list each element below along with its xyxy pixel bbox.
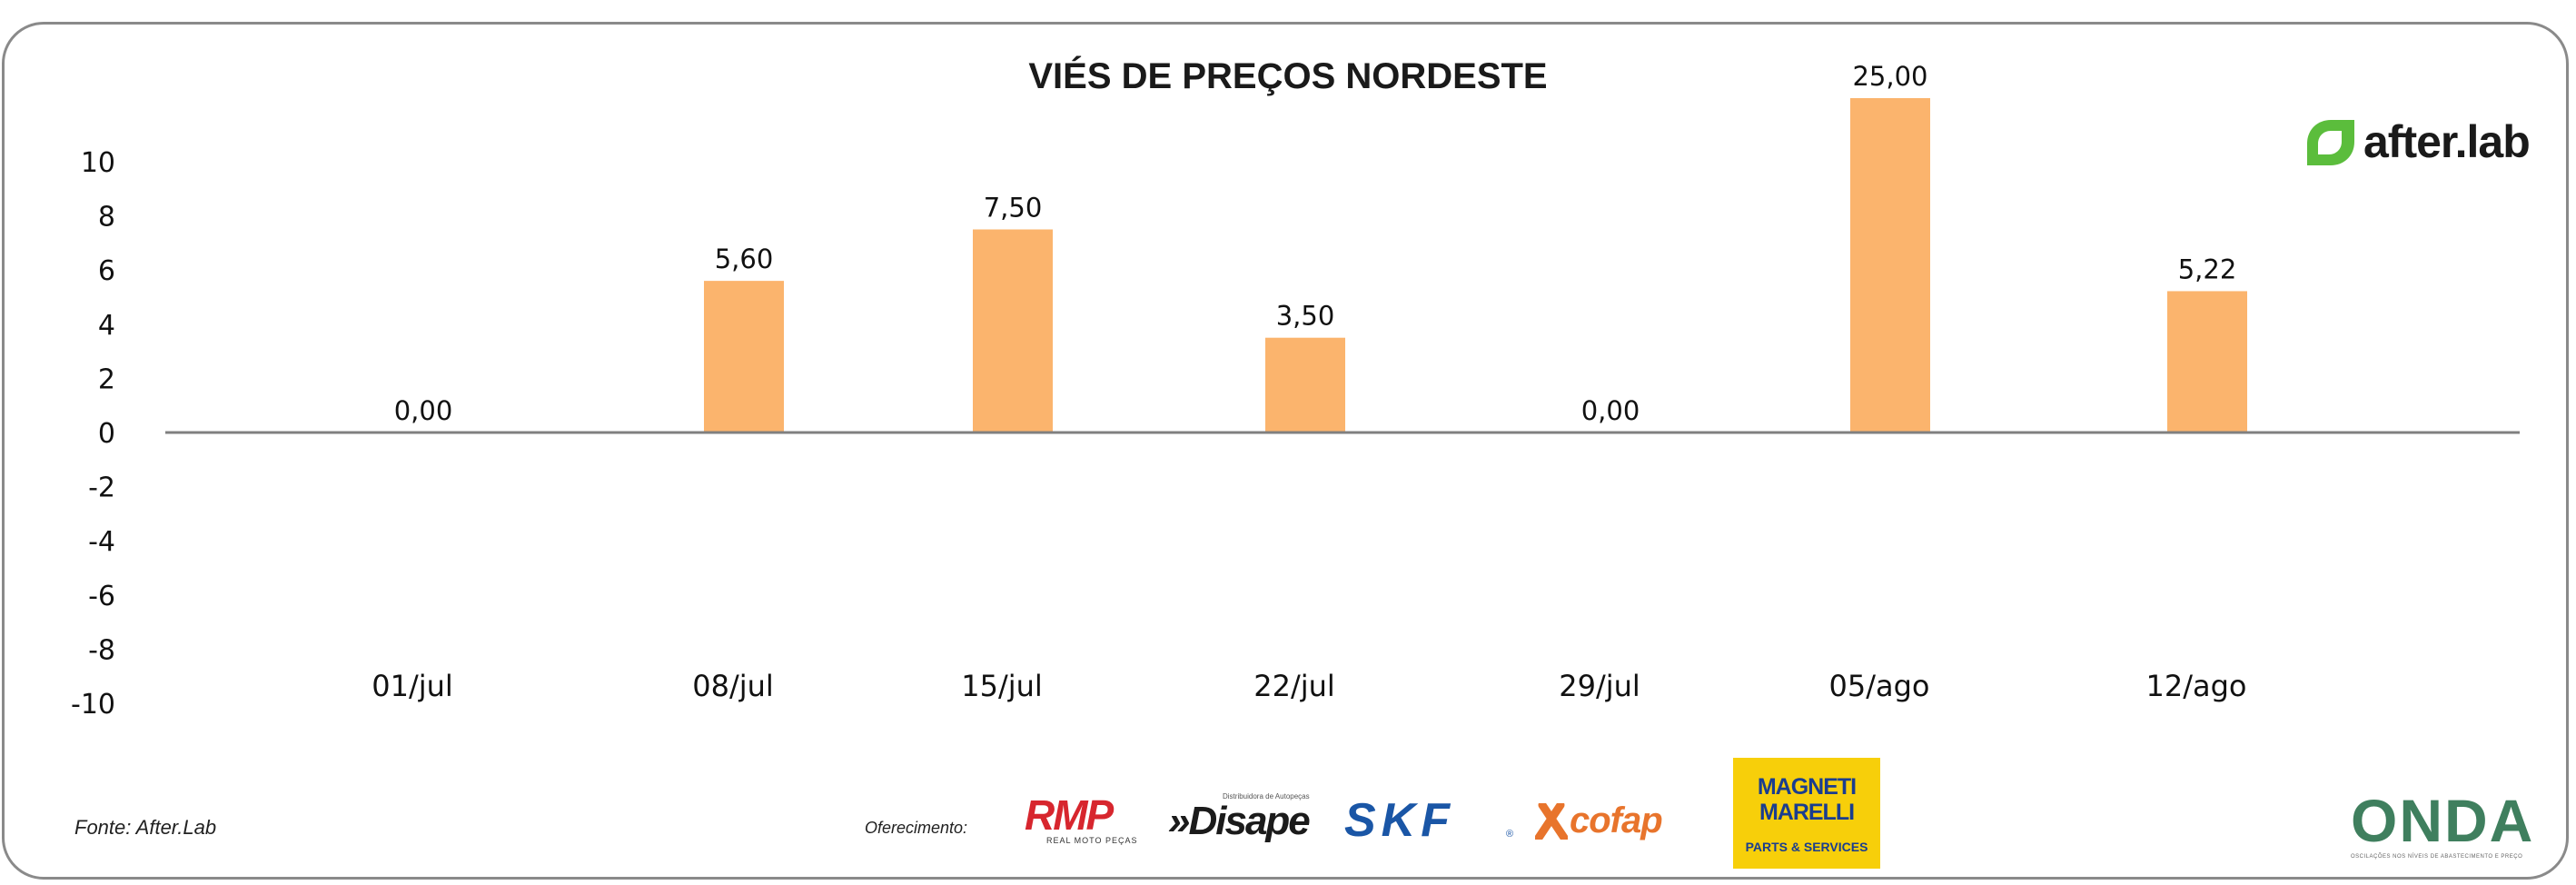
bar: [2167, 291, 2247, 433]
x-tick-label: 12/ago: [2146, 669, 2247, 703]
data-label: 0,00: [1581, 395, 1640, 426]
x-tick-label: 29/jul: [1559, 669, 1640, 703]
x-tick-label: 15/jul: [961, 669, 1043, 703]
bars: [704, 98, 2247, 433]
data-label: 7,50: [984, 193, 1043, 224]
data-label: 5,60: [715, 244, 774, 274]
y-tick-label: -6: [88, 581, 115, 612]
chart-title: VIÉS DE PREÇOS NORDESTE: [1028, 56, 1548, 96]
rmp-logo-subtext: REAL MOTO PEÇAS: [1046, 836, 1138, 845]
y-tick-label: 6: [98, 255, 115, 287]
data-label: 0,00: [394, 395, 453, 426]
y-tick-label: 8: [98, 202, 115, 234]
source-note: Fonte: After.Lab: [74, 816, 217, 839]
x-axis-ticks: 01/jul 08/jul 15/jul 22/jul 29/jul 05/ago 12/a…: [372, 669, 2246, 703]
magneti-marelli-logo: MAGNETI MARELLI PARTS & SERVICES: [1733, 758, 1880, 869]
onda-logo-text: ONDA: [2351, 787, 2535, 854]
data-label: 25,00: [1852, 61, 1927, 92]
y-tick-label: -10: [71, 689, 115, 721]
skf-registered-mark: ®: [1506, 829, 1514, 840]
x-tick-label: 01/jul: [372, 669, 453, 703]
cofap-logo-text: cofap: [1570, 800, 1663, 840]
y-axis-ticks: 10 8 6 4 2 0 -2 -4 -6 -8 -10: [71, 147, 115, 721]
y-tick-label: 2: [98, 363, 115, 395]
magneti-marelli-logo-text: MAGNETI MARELLI: [1733, 774, 1880, 825]
onda-logo-subtext: OSCILAÇÕES NOS NÍVEIS DE ABASTECIMENTO E…: [2351, 854, 2523, 860]
afterlab-leaf-icon: [2307, 120, 2354, 165]
sponsor-label: Oferecimento:: [865, 819, 968, 837]
y-tick-label: 10: [81, 147, 115, 179]
skf-logo-text: SKF: [1344, 794, 1455, 847]
rmp-logo-text: RMP: [1025, 791, 1114, 839]
bar: [1265, 337, 1345, 433]
y-tick-label: -2: [88, 472, 115, 504]
y-tick-label: 4: [98, 310, 115, 342]
x-tick-label: 22/jul: [1253, 669, 1335, 703]
disape-logo-text: »Disape: [1168, 799, 1311, 843]
data-labels: 0,00 5,60 7,50 3,50 0,00 25,00 5,22: [394, 61, 2237, 426]
disape-logo-tagline: Distribuidora de Autopeças: [1223, 792, 1310, 800]
magneti-marelli-subtext: PARTS & SERVICES: [1745, 840, 1868, 854]
skf-logo: SKF ®: [1344, 794, 1517, 847]
x-tick-label: 08/jul: [692, 669, 774, 703]
marelli-line: MARELLI: [1759, 800, 1855, 825]
y-tick-label: -4: [88, 526, 115, 558]
data-label: 3,50: [1276, 301, 1335, 332]
y-tick-label: 0: [98, 418, 115, 450]
onda-logo: ONDA OSCILAÇÕES NOS NÍVEIS DE ABASTECIME…: [2351, 789, 2538, 861]
cofap-logo: cofap: [1535, 798, 1704, 843]
cofap-x-icon: [1535, 803, 1568, 840]
x-tick-label: 05/ago: [1829, 669, 1930, 703]
data-label: 5,22: [2178, 254, 2237, 284]
bar: [704, 281, 784, 433]
y-tick-label: -8: [88, 634, 115, 666]
afterlab-logo-text: after.lab: [2363, 116, 2531, 167]
chart-frame: [2, 22, 2569, 880]
bar: [973, 229, 1053, 433]
disape-logo: Distribuidora de Autopeças »Disape: [1168, 791, 1324, 845]
bar: [1850, 98, 1930, 433]
rmp-logo: RMP REAL MOTO PEÇAS: [1025, 792, 1148, 847]
afterlab-logo: after.lab: [2305, 114, 2560, 173]
magneti-line: MAGNETI: [1757, 774, 1857, 800]
